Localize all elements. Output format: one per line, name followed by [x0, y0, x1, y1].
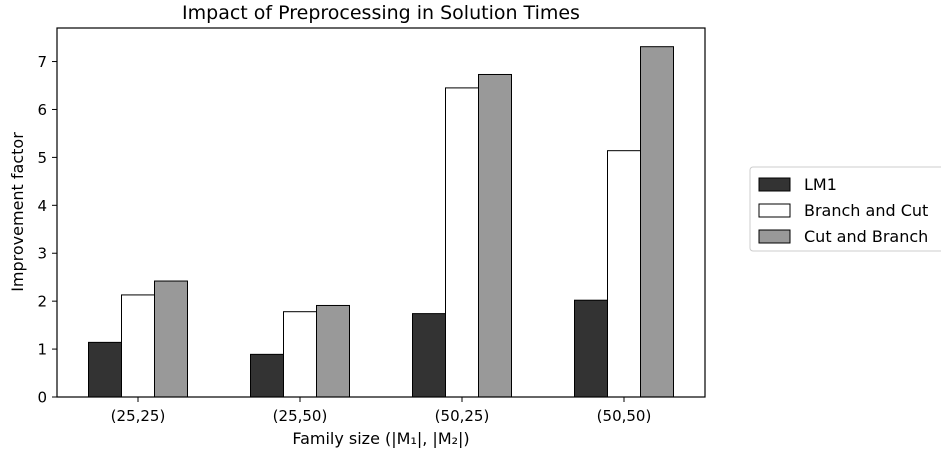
y-tick-label: 0: [37, 389, 47, 407]
bar-lm1-2: [412, 313, 446, 398]
legend-label: Cut and Branch: [804, 227, 928, 246]
bar-cut-and-branch-3: [640, 46, 674, 398]
bar-lm1-0: [88, 341, 122, 398]
x-tick-label: (50,50): [597, 407, 652, 425]
y-tick-label: 2: [37, 293, 47, 311]
bar-lm1-1: [250, 353, 284, 398]
bar-branch-and-cut-2: [445, 87, 479, 398]
legend-box: [749, 166, 941, 252]
x-axis-label: Family size (|M₁|, |M₂|): [292, 429, 469, 448]
bar-branch-and-cut-3: [607, 150, 641, 398]
bar-branch-and-cut-1: [283, 311, 317, 398]
y-tick-label: 1: [37, 341, 47, 359]
bar-cut-and-branch-2: [478, 73, 512, 398]
x-tick-label: (25,50): [273, 407, 328, 425]
chart-title: Impact of Preprocessing in Solution Time…: [182, 2, 580, 24]
y-tick-label: 3: [37, 245, 47, 263]
legend-label: LM1: [804, 175, 837, 194]
bar-branch-and-cut-0: [121, 294, 155, 398]
bar-lm1-3: [574, 299, 608, 398]
legend-label: Branch and Cut: [804, 201, 928, 220]
bar-cut-and-branch-1: [316, 304, 350, 398]
legend-swatch: [758, 177, 791, 192]
legend: LM1 Branch and Cut Cut and Branch: [749, 166, 941, 252]
y-tick-label: 7: [37, 53, 47, 71]
bar-cut-and-branch-0: [154, 280, 188, 398]
y-tick-label: 4: [37, 197, 47, 215]
plot-frame: [56, 27, 706, 398]
y-axis: 0 1 2 3 4 5 6 7: [37, 53, 57, 407]
x-axis: (25,25) (25,50) (50,25) (50,50): [111, 397, 652, 425]
x-tick-label: (25,25): [111, 407, 166, 425]
legend-swatch: [758, 229, 791, 244]
bars-group: [88, 46, 674, 398]
y-tick-label: 5: [37, 149, 47, 167]
x-tick-label: (50,25): [435, 407, 490, 425]
legend-swatch: [758, 203, 791, 218]
y-axis-label: Improvement factor: [8, 132, 27, 292]
y-tick-label: 6: [37, 101, 47, 119]
